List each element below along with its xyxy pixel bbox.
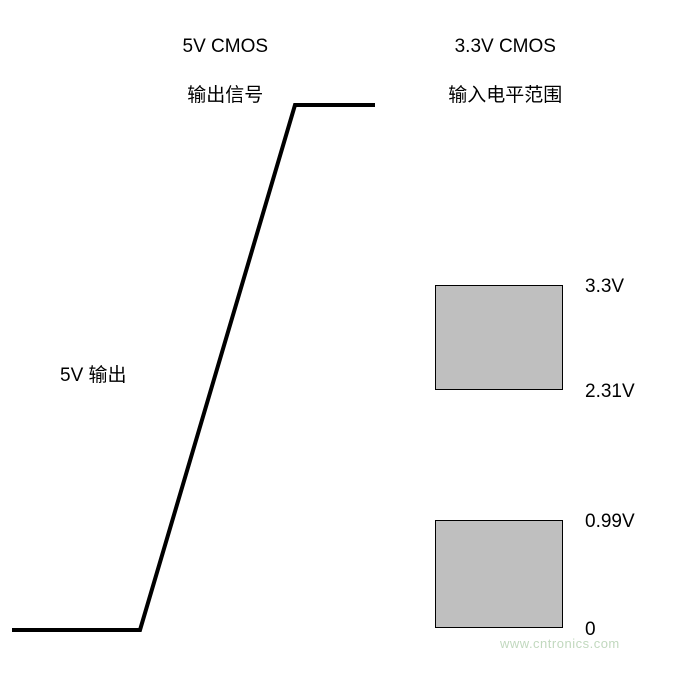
watermark: www.cntronics.com (500, 636, 620, 651)
label-0v99-text: 0.99V (585, 511, 635, 532)
label-3v3: 3.3V (585, 276, 624, 298)
input-range-high-box (435, 285, 563, 390)
label-3v3-text: 3.3V (585, 276, 624, 297)
step-waveform (0, 0, 684, 684)
label-2v31: 2.31V (585, 381, 635, 403)
output-label: 5V 输出 (60, 360, 127, 387)
label-2v31-text: 2.31V (585, 381, 635, 402)
output-label-text: 5V 输出 (60, 365, 127, 386)
label-0v99: 0.99V (585, 511, 635, 533)
input-range-low-box (435, 520, 563, 628)
watermark-text: www.cntronics.com (500, 636, 620, 651)
